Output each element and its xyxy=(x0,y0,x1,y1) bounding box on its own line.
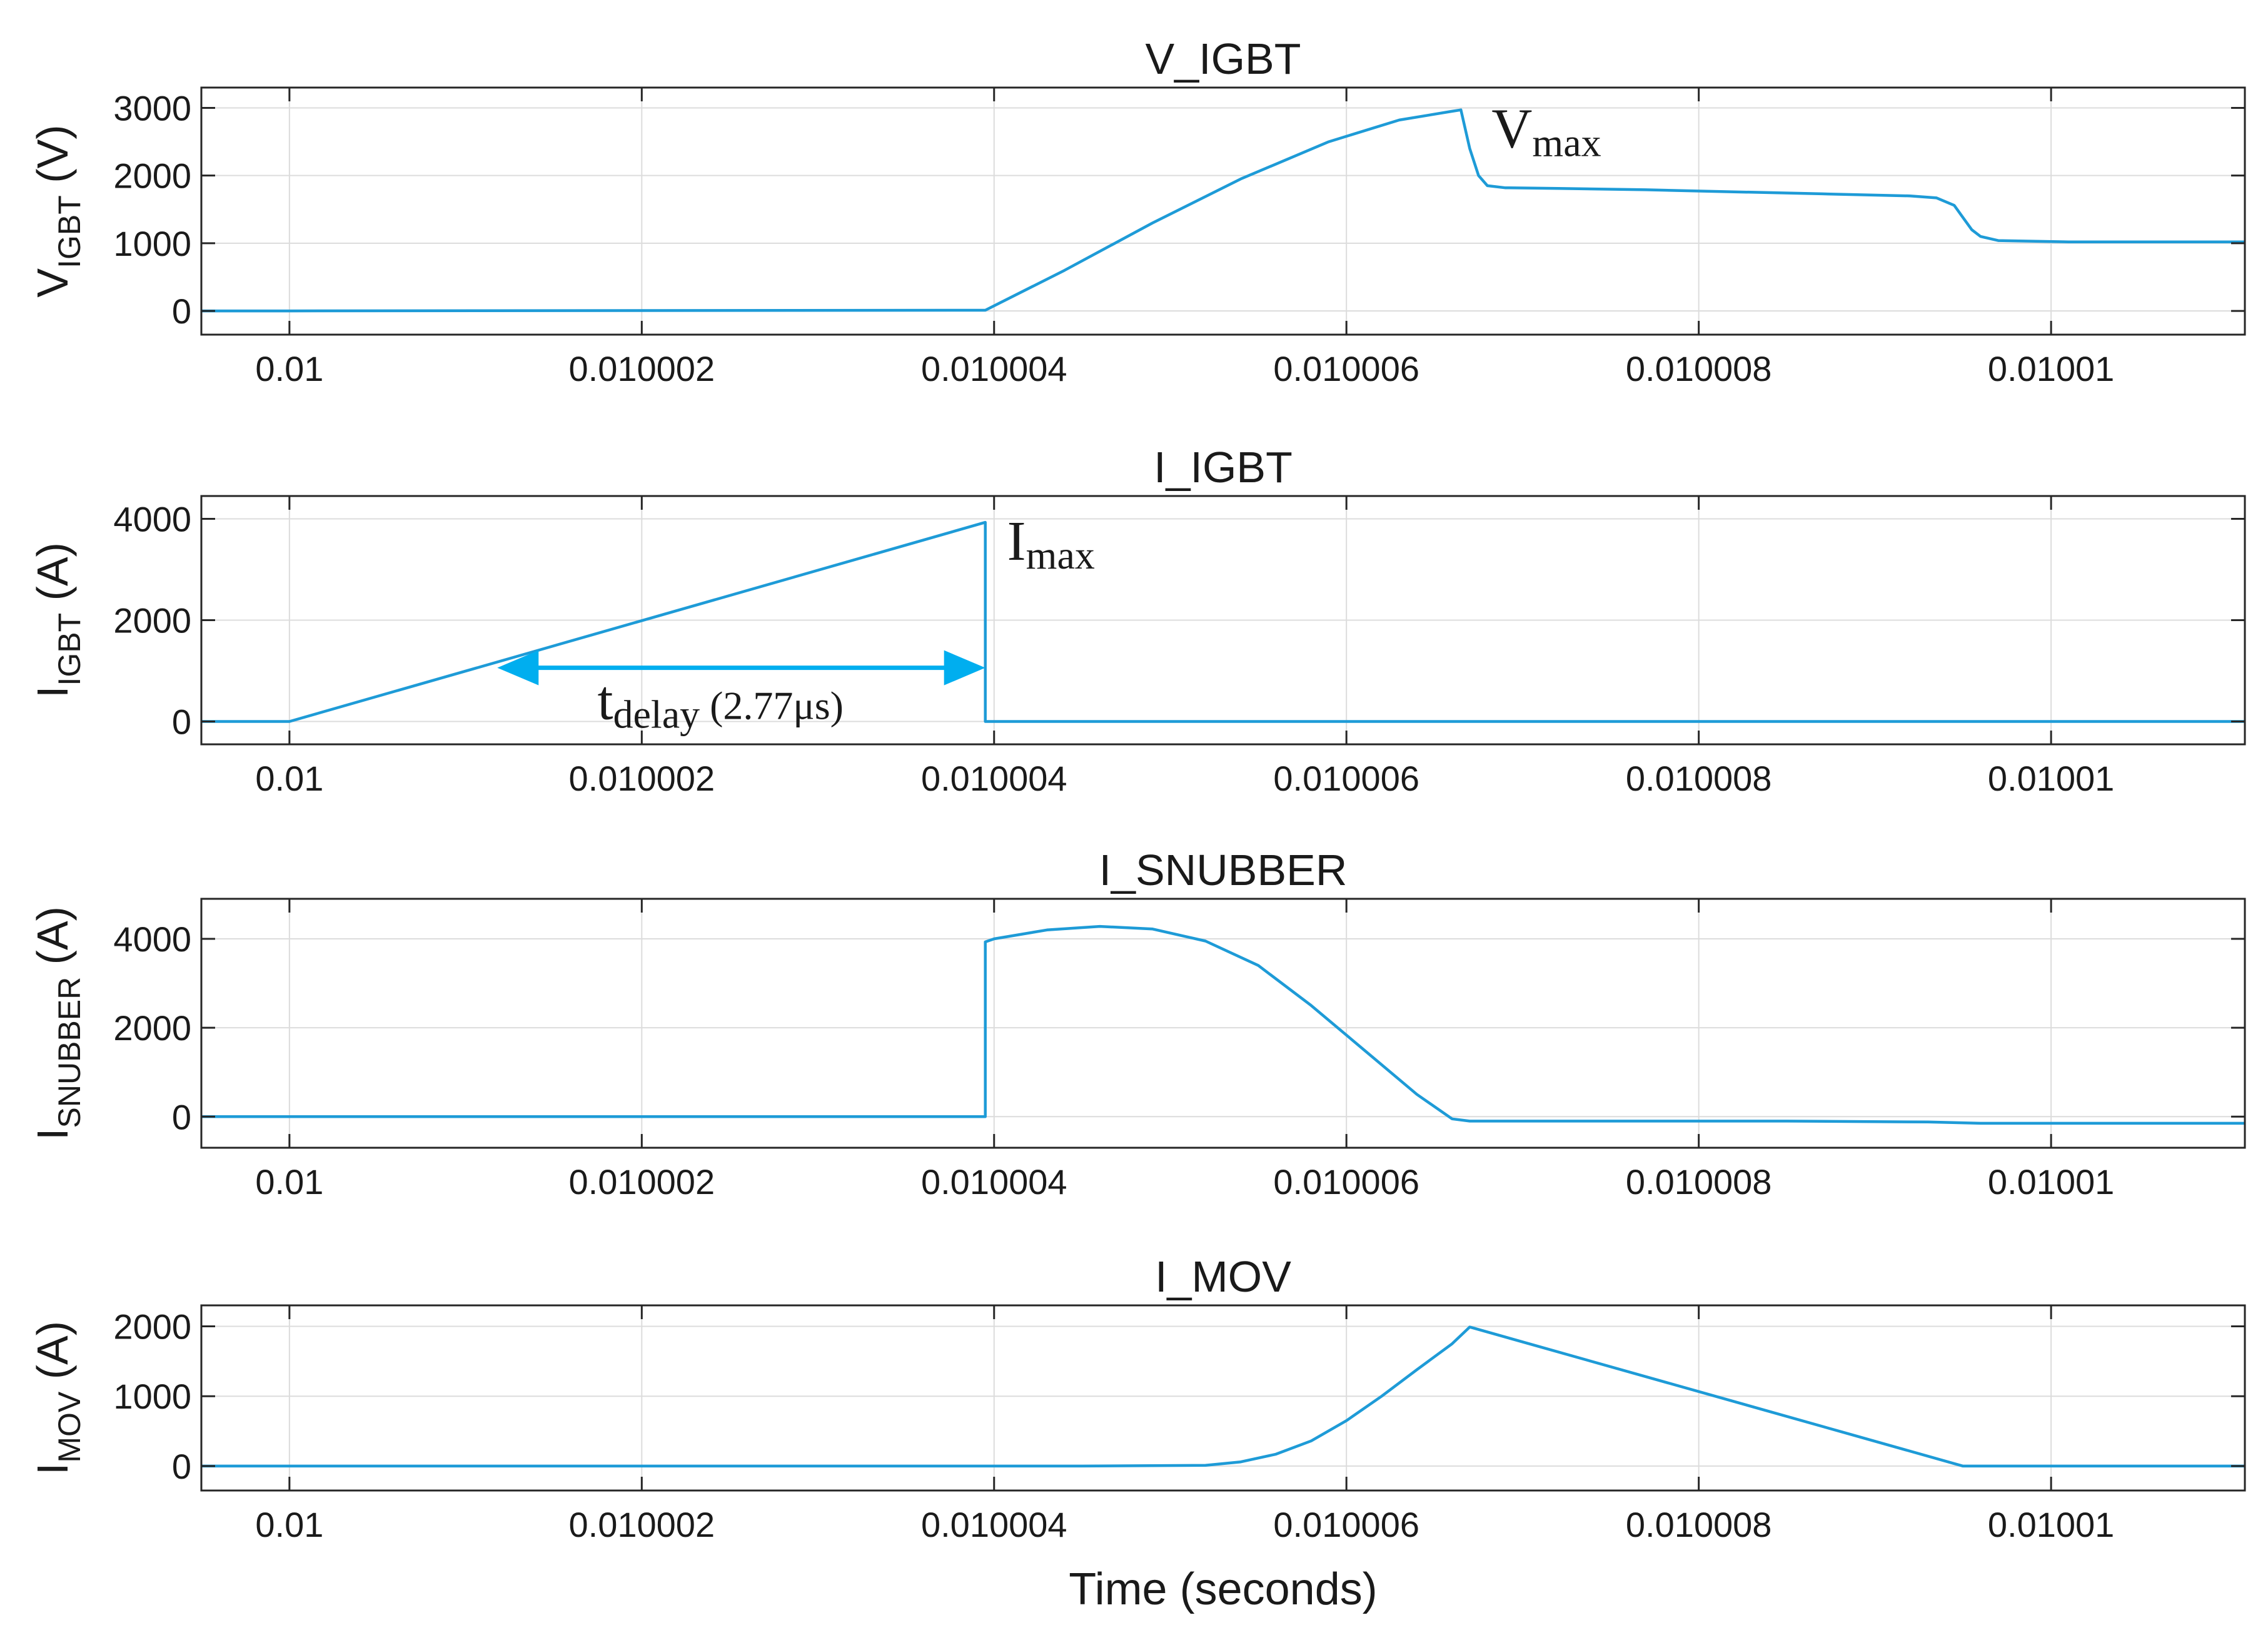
chart-title: V_IGBT xyxy=(1146,34,1301,83)
x-tick-label: 0.010002 xyxy=(569,349,715,388)
x-tick-label: 0.010008 xyxy=(1626,1162,1772,1202)
plot-area xyxy=(201,899,2245,1148)
x-tick-label: 0.010004 xyxy=(921,759,1067,798)
y-axis-label-unit: (V) xyxy=(28,124,77,195)
y-axis-label-main: I xyxy=(28,686,77,698)
x-tick-label: 0.01 xyxy=(255,1505,323,1544)
x-tick-label: 0.010006 xyxy=(1273,1505,1419,1544)
y-axis-label-sub: IGBT xyxy=(52,613,87,686)
y-axis-label-sub: SNUBBER xyxy=(52,977,87,1128)
plot-area xyxy=(201,1305,2245,1491)
delay-annotation: tdelay (2.77μs) xyxy=(597,670,843,737)
delay-annotation-value: (2.77μs) xyxy=(700,684,844,728)
y-tick-label: 0 xyxy=(172,291,191,331)
y-tick-label: 0 xyxy=(172,702,191,742)
x-tick-label: 0.010004 xyxy=(921,1162,1067,1202)
plot-area xyxy=(201,88,2245,335)
y-axis-label-main: I xyxy=(28,1128,77,1140)
y-axis-label: IMOV (A) xyxy=(28,1321,87,1475)
x-tick-label: 0.010006 xyxy=(1273,349,1419,388)
y-tick-label: 4000 xyxy=(113,499,191,539)
y-tick-label: 2000 xyxy=(113,156,191,196)
chart-panel-1: 0.01 0.010002 0.010004 0.010006 0.010008 0.01… xyxy=(28,443,2246,798)
series-line xyxy=(201,1325,2245,1468)
plot-frame xyxy=(200,898,2246,1149)
peak-annotation: Imax xyxy=(1007,510,1095,577)
x-tick-label: 0.01001 xyxy=(1988,349,2114,388)
x-tick-label: 0.01 xyxy=(255,349,323,388)
series-line xyxy=(201,108,2245,313)
y-tick-label: 2000 xyxy=(113,1307,191,1347)
x-axis-label: Time (seconds) xyxy=(1069,1564,1377,1614)
y-axis-label-main: I xyxy=(28,1463,77,1475)
y-axis-label-sub: MOV xyxy=(52,1391,87,1463)
chart-panel-2: 0.01 0.010002 0.010004 0.010006 0.010008 0.01… xyxy=(28,846,2246,1202)
y-axis-label-unit: (A) xyxy=(28,542,77,613)
delay-annotation-sub: delay xyxy=(613,692,700,737)
x-tick-label: 0.01 xyxy=(255,1162,323,1202)
x-tick-label: 0.01 xyxy=(255,759,323,798)
y-axis-label: VIGBT (V) xyxy=(28,124,87,297)
x-tick-label: 0.010006 xyxy=(1273,1162,1419,1202)
x-tick-label: 0.01001 xyxy=(1988,1505,2114,1544)
y-axis-label-unit: (A) xyxy=(28,1321,77,1392)
x-tick-label: 0.010002 xyxy=(569,1162,715,1202)
x-tick-label: 0.010008 xyxy=(1626,759,1772,798)
chart-title: I_MOV xyxy=(1155,1252,1291,1301)
y-tick-label: 0 xyxy=(172,1097,191,1136)
x-tick-label: 0.010004 xyxy=(921,1505,1067,1544)
x-tick-label: 0.01001 xyxy=(1988,1162,2114,1202)
y-tick-label: 1000 xyxy=(113,1377,191,1416)
chart-panel-3: 0.01 0.010002 0.010004 0.010006 0.010008 0.01… xyxy=(28,1252,2246,1614)
chart-title: I_IGBT xyxy=(1154,443,1293,492)
x-tick-label: 0.010004 xyxy=(921,349,1067,388)
y-tick-label: 4000 xyxy=(113,919,191,959)
peak-annotation-main: V xyxy=(1491,98,1532,160)
y-axis-label-unit: (A) xyxy=(28,906,77,977)
x-tick-label: 0.01001 xyxy=(1988,759,2114,798)
plot-frame xyxy=(200,1304,2246,1492)
y-axis-label-main: V xyxy=(28,268,77,298)
y-tick-label: 1000 xyxy=(113,224,191,263)
series-line xyxy=(201,924,2245,1125)
x-tick-label: 0.010008 xyxy=(1626,349,1772,388)
delay-arrow-head-left xyxy=(497,650,539,686)
x-tick-label: 0.010002 xyxy=(569,1505,715,1544)
y-tick-label: 2000 xyxy=(113,1008,191,1048)
plot-frame xyxy=(200,86,2246,336)
peak-annotation-sub: max xyxy=(1532,121,1601,165)
y-axis-label: ISNUBBER (A) xyxy=(28,906,87,1140)
peak-annotation-sub: max xyxy=(1026,533,1095,577)
series-line xyxy=(201,520,2245,723)
chart-title: I_SNUBBER xyxy=(1099,846,1348,894)
peak-annotation-main: I xyxy=(1007,510,1026,572)
x-tick-label: 0.010008 xyxy=(1626,1505,1772,1544)
y-axis-label-sub: IGBT xyxy=(52,195,87,268)
x-tick-label: 0.010002 xyxy=(569,759,715,798)
y-axis-label: IIGBT (A) xyxy=(28,542,87,698)
peak-annotation: Vmax xyxy=(1491,98,1601,165)
delay-arrow-head-right xyxy=(944,650,985,686)
delay-annotation-main: t xyxy=(597,670,613,732)
x-tick-label: 0.010006 xyxy=(1273,759,1419,798)
y-tick-label: 0 xyxy=(172,1447,191,1486)
chart-panel-0: 0.01 0.010002 0.010004 0.010006 0.010008 0.01… xyxy=(28,34,2246,388)
y-tick-label: 2000 xyxy=(113,601,191,640)
y-tick-label: 3000 xyxy=(113,88,191,128)
